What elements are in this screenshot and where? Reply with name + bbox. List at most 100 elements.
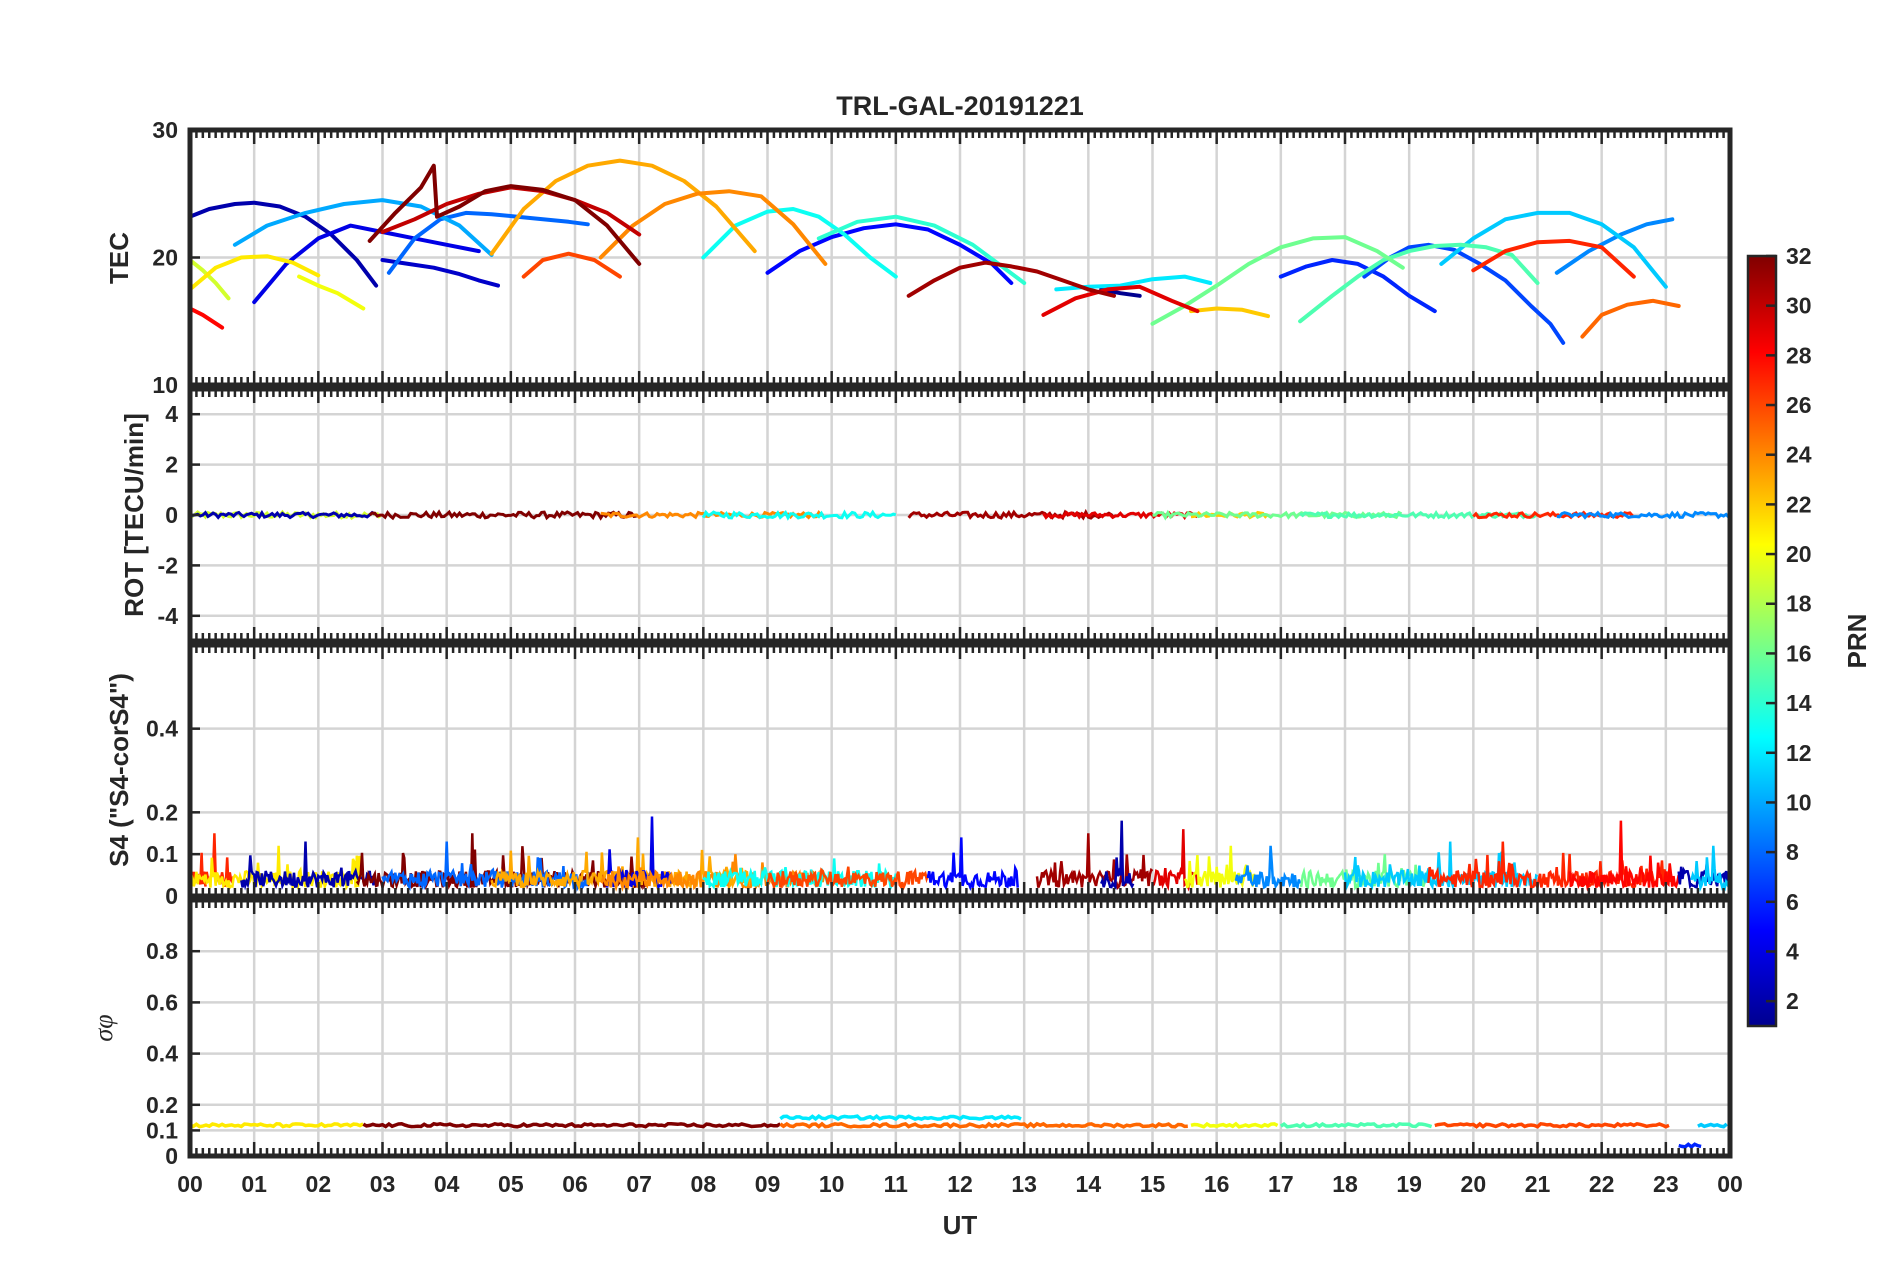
colorbar-ramp: [1746, 254, 1778, 1028]
x-tick-label: 21: [1525, 1171, 1551, 1197]
x-tick-label: 18: [1332, 1171, 1358, 1197]
tec-series-prn-25: [1580, 298, 1681, 339]
sigma-series-prn-32: [362, 1121, 782, 1129]
rot-panel: -4 -2 0 2 4 ROT [TECU/min]: [119, 386, 1733, 644]
colorbar-tick-label: 22: [1786, 491, 1812, 517]
tec-series-prn-7: [1362, 242, 1566, 345]
tec-series-prn-9: [1554, 217, 1675, 275]
x-tick-label: 15: [1140, 1171, 1166, 1197]
x-tick-label: 04: [434, 1171, 460, 1197]
tec-series-prn-15: [1298, 242, 1540, 324]
x-tick-label: 19: [1396, 1171, 1422, 1197]
x-tick-label: 11: [884, 1171, 909, 1197]
y-tick-label: 2: [165, 452, 178, 478]
s4-series-prn-20: [1183, 845, 1257, 889]
x-tick-label: 10: [819, 1171, 845, 1197]
tec-series-prn-32: [367, 163, 642, 266]
tec-series-prn-19: [190, 258, 231, 301]
y-tick-label: -4: [158, 603, 179, 629]
s4-yticks: 0 0.1 0.2 0.4: [146, 716, 200, 909]
x-tick-label: 12: [947, 1171, 973, 1197]
y-tick-label: 0: [165, 502, 178, 528]
sigma-series-prn-20: [1190, 1121, 1279, 1129]
y-tick-label: 30: [152, 117, 178, 143]
tec-series-prn-29: [1041, 284, 1200, 317]
sigma-grid: [190, 900, 1730, 1156]
x-tick-label: 23: [1653, 1171, 1679, 1197]
sigma-ylabel: σφ: [89, 1014, 118, 1041]
x-tick-label: 00: [177, 1171, 203, 1197]
rot-ylabel: ROT [TECU/min]: [119, 413, 149, 617]
x-tick-label: 08: [691, 1171, 717, 1197]
colorbar-tick-label: 24: [1786, 442, 1812, 468]
chart-title: TRL-GAL-20191221: [836, 91, 1084, 121]
s4-series-prn-2: [240, 841, 377, 891]
s4-series-prn-31: [1035, 833, 1154, 890]
tec-series-prn-22: [1189, 306, 1270, 319]
tec-series-prn-10: [232, 198, 494, 257]
y-tick-label: -2: [158, 552, 178, 578]
sigma-series-prn-15: [1279, 1121, 1433, 1129]
y-tick-label: 0.1: [146, 841, 178, 867]
tec-grid: [190, 130, 1730, 385]
rot-series-prn-13: [701, 509, 897, 521]
tec-series-prn-6: [1278, 258, 1437, 314]
s4-series-prn-11: [1690, 845, 1730, 893]
x-tick-label: 00: [1717, 1171, 1743, 1197]
tec-series-prn-28: [190, 306, 225, 330]
y-tick-label: 0.4: [146, 716, 178, 742]
x-tick-label: 22: [1589, 1171, 1615, 1197]
tec-series-prn-21: [190, 254, 321, 292]
y-tick-label: 0.2: [146, 1092, 178, 1118]
s4-series-prn-27: [1427, 841, 1674, 891]
x-tick-label: 03: [370, 1171, 396, 1197]
y-tick-label: 0.1: [146, 1117, 178, 1143]
colorbar-tick-label: 6: [1786, 889, 1799, 915]
sigma-series-prn-21: [190, 1121, 365, 1129]
tec-yticks: 10 20 30: [152, 117, 200, 398]
rot-series-prn-32: [368, 509, 637, 521]
s4-series-prn-2: [1100, 820, 1135, 890]
x-tick-label: 06: [562, 1171, 588, 1197]
x-axis-label: UT: [943, 1210, 978, 1240]
colorbar-tick-label: 20: [1786, 541, 1812, 567]
y-tick-label: 0: [165, 883, 178, 909]
colorbar-tick-label: 8: [1786, 839, 1799, 865]
x-tick-label: 13: [1011, 1171, 1037, 1197]
sigma-series-prn-26: [1434, 1121, 1670, 1129]
colorbar-tick-label: 32: [1786, 243, 1812, 269]
sigma-panel: 00.10.2 0.4 0.6 0.8 σφ: [89, 897, 1733, 1169]
s4-minor-ticks: [188, 645, 1732, 896]
s4-series-prn-8: [381, 841, 590, 892]
tec-lines: [190, 158, 1681, 345]
s4-panel: 0 0.1 0.2 0.4 S4 ("S4-corS4"): [104, 642, 1733, 909]
tec-series-prn-8: [386, 210, 590, 275]
rot-minor-ticks: [188, 389, 1732, 641]
sigma-minor-ticks: [188, 900, 1732, 1156]
s4-series-prn-13: [702, 858, 898, 892]
colorbar-tick-label: 14: [1786, 690, 1812, 716]
tec-series-prn-24: [598, 189, 828, 266]
rot-series-prn-9: [1556, 510, 1730, 520]
y-tick-label: 0.2: [146, 799, 178, 825]
tec-minor-ticks: [188, 130, 1732, 385]
colorbar-tick-label: 4: [1786, 938, 1799, 964]
tec-series-prn-4: [252, 223, 481, 305]
colorbar-label: PRN: [1842, 614, 1872, 669]
sigma-series-prn-25: [779, 1121, 1188, 1130]
tec-panel: 10 20 30 TEC: [104, 117, 1733, 398]
colorbar-tick-label: 10: [1786, 789, 1812, 815]
y-tick-label: 0.4: [146, 1041, 178, 1067]
tec-series-prn-26: [521, 251, 622, 279]
tec-series-prn-20: [297, 274, 366, 311]
s4-series-prn-26: [766, 866, 930, 892]
s4-lines: [190, 816, 1730, 893]
s4-ylabel: S4 ("S4-corS4"): [104, 673, 134, 867]
y-tick-label: 4: [165, 401, 178, 427]
sigma-series-prn-12: [779, 1113, 1022, 1122]
tec-ylabel: TEC: [104, 232, 134, 284]
x-tick-label: 17: [1268, 1171, 1294, 1197]
